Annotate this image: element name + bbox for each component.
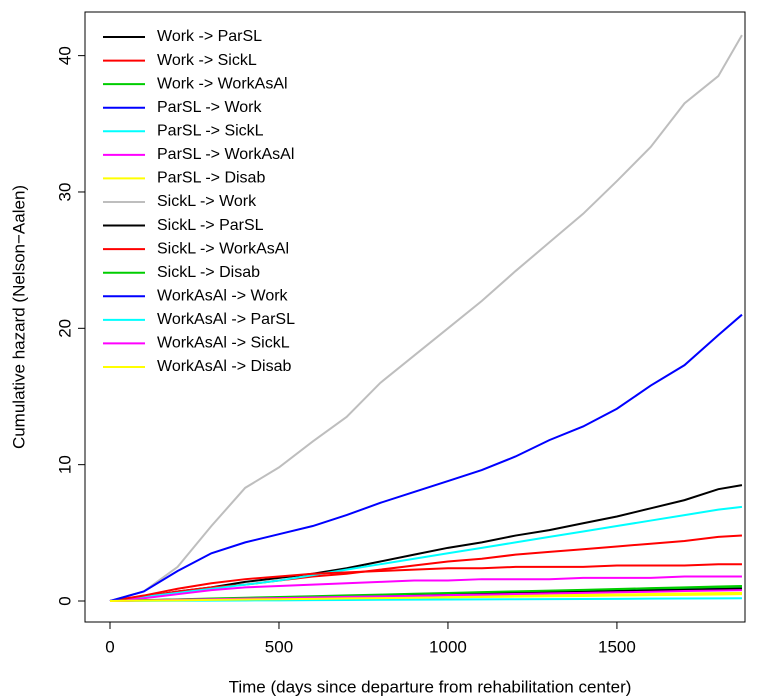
legend-label: ParSL -> WorkAsAl — [157, 146, 294, 163]
series-line — [109, 575, 742, 602]
y-tick-label: 0 — [55, 596, 74, 605]
legend-label: WorkAsAl -> Disab — [157, 358, 292, 375]
series-line — [109, 313, 743, 602]
legend-label: WorkAsAl -> SickL — [157, 335, 290, 352]
legend-label: ParSL -> Work — [157, 99, 262, 116]
legend-label: Work -> SickL — [157, 52, 257, 69]
legend-label: ParSL -> SickL — [157, 122, 264, 139]
x-tick-label: 0 — [105, 637, 114, 656]
plot-box — [84, 11, 746, 623]
x-tick-label: 1500 — [598, 637, 636, 656]
legend-label: SickL -> WorkAsAl — [157, 240, 289, 257]
series-line — [109, 34, 743, 602]
legend-label: Work -> WorkAsAl — [157, 75, 288, 92]
x-axis-label: Time (days since departure from rehabili… — [229, 677, 632, 696]
x-tick-label: 500 — [265, 637, 293, 656]
series-line — [109, 593, 742, 603]
series-line — [109, 534, 743, 602]
legend-label: WorkAsAl -> ParSL — [157, 311, 295, 328]
series-line — [109, 563, 742, 602]
y-tick-label: 20 — [55, 319, 74, 338]
legend-label: ParSL -> Disab — [157, 170, 265, 187]
y-tick-label: 40 — [55, 46, 74, 65]
y-axis-label: Cumulative hazard (Nelson−Aalen) — [9, 185, 28, 449]
legend-label: SickL -> ParSL — [157, 217, 264, 234]
legend-label: SickL -> Disab — [157, 264, 260, 281]
series-line — [109, 505, 743, 602]
legend-label: WorkAsAl -> Work — [157, 287, 289, 304]
y-tick-label: 10 — [55, 455, 74, 474]
x-tick-label: 1000 — [429, 637, 467, 656]
legend-label: Work -> ParSL — [157, 28, 262, 45]
legend-label: SickL -> Work — [157, 193, 257, 210]
y-tick-label: 30 — [55, 183, 74, 202]
